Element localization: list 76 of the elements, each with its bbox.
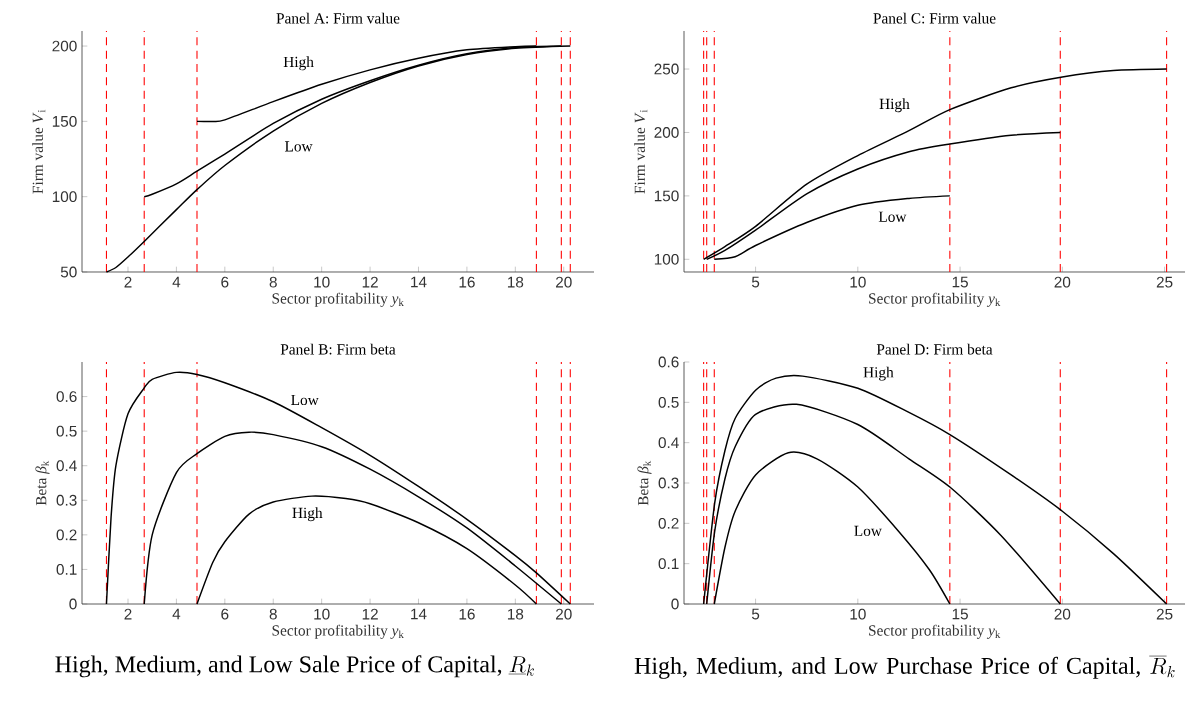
x-tick-label: 16 bbox=[459, 608, 475, 620]
y-tick-label: 0.2 bbox=[56, 529, 77, 541]
x-tick-label: 2 bbox=[124, 276, 132, 288]
annotation: High bbox=[283, 56, 314, 71]
x-tick-label: 6 bbox=[221, 276, 229, 288]
x-tick-label: 14 bbox=[411, 276, 427, 288]
x-tick-label: 18 bbox=[507, 608, 524, 620]
x-tick-label: 2 bbox=[124, 608, 132, 620]
y-tick-label: 200 bbox=[654, 127, 679, 138]
y-tick-label: 0.1 bbox=[658, 558, 679, 570]
x-tick-label: 16 bbox=[459, 276, 475, 288]
annotation: Low bbox=[284, 141, 313, 152]
chart-title: Panel D: Firm beta bbox=[876, 343, 993, 355]
y-tick-label: 100 bbox=[654, 253, 679, 265]
y-axis-title: Firm value V$_{i}$ bbox=[634, 109, 648, 194]
x-tick-label: 20 bbox=[1054, 608, 1071, 620]
x-tick-label: 4 bbox=[172, 276, 181, 288]
text: $\underline{R}_k$ bbox=[508, 656, 534, 676]
x-tick-label: 10 bbox=[314, 276, 330, 288]
x-tick-label: 18 bbox=[507, 276, 524, 288]
y-tick-label: 0.5 bbox=[56, 425, 77, 437]
x-axis-title: Sector profitability y$_{k}$ bbox=[272, 624, 404, 639]
annotation: Low bbox=[854, 525, 882, 537]
x-tick-label: 8 bbox=[269, 608, 277, 620]
x-tick-label: 10 bbox=[850, 608, 866, 620]
x-tick-label: 8 bbox=[269, 276, 277, 288]
x-tick-label: 12 bbox=[362, 608, 378, 620]
y-tick-label: 0.2 bbox=[658, 517, 679, 529]
y-tick-label: 150 bbox=[654, 190, 679, 202]
y-axis-title: Beta β$_{k}$ bbox=[35, 460, 50, 506]
x-axis-title: Sector profitability y$_{k}$ bbox=[272, 292, 404, 307]
x-tick-label: 10 bbox=[314, 608, 330, 620]
y-tick-label: 0.3 bbox=[658, 477, 679, 489]
y-axis-title: Firm value V$_{i}$ bbox=[32, 109, 46, 194]
annotation: High bbox=[292, 507, 323, 522]
x-tick-label: 15 bbox=[952, 608, 968, 620]
text: High, Medium, and Low Sale Price of Capital, bbox=[55, 655, 502, 678]
x-tick-label: 5 bbox=[751, 608, 760, 620]
y-tick-label: 0.1 bbox=[56, 564, 77, 575]
annotation: Low bbox=[878, 211, 907, 222]
x-tick-label: 6 bbox=[221, 608, 229, 620]
x-axis-title: Sector profitability y$_{k}$ bbox=[869, 292, 1001, 307]
y-tick-label: 50 bbox=[60, 266, 77, 278]
chart-title: Panel C: Firm value bbox=[873, 12, 996, 24]
y-tick-label: 0 bbox=[69, 598, 77, 610]
x-tick-label: 20 bbox=[555, 608, 572, 620]
chart-title: Panel B: Firm beta bbox=[280, 343, 396, 355]
x-tick-label: 25 bbox=[1156, 608, 1173, 620]
annotation: Low bbox=[291, 394, 319, 406]
x-tick-label: 12 bbox=[362, 276, 378, 288]
y-axis-title: Beta β$_{k}$ bbox=[637, 460, 652, 506]
x-tick-label: 10 bbox=[850, 276, 866, 288]
text: High, Medium, and Low Purchase Price of Capital, bbox=[634, 656, 1140, 679]
annotation: High bbox=[863, 366, 894, 381]
y-tick-label: 0.6 bbox=[658, 356, 679, 368]
x-tick-label: 20 bbox=[555, 276, 572, 288]
x-tick-label: 25 bbox=[1156, 276, 1173, 288]
y-tick-label: 0.5 bbox=[658, 396, 679, 408]
x-tick-label: 15 bbox=[952, 276, 968, 288]
y-tick-label: 0.4 bbox=[56, 460, 77, 472]
y-tick-label: 0 bbox=[671, 598, 679, 610]
text: $\overline{R}_k$ bbox=[1149, 656, 1175, 678]
y-tick-label: 0.6 bbox=[56, 391, 77, 402]
x-tick-label: 5 bbox=[751, 276, 760, 288]
annotation: High bbox=[879, 98, 910, 113]
x-tick-label: 14 bbox=[411, 608, 427, 620]
x-axis-title: Sector profitability y$_{k}$ bbox=[869, 624, 1001, 639]
y-tick-label: 150 bbox=[52, 115, 77, 127]
y-tick-label: 100 bbox=[52, 191, 77, 203]
y-tick-label: 250 bbox=[654, 63, 679, 75]
y-tick-label: 0.3 bbox=[56, 494, 77, 506]
y-tick-label: 200 bbox=[52, 40, 77, 52]
x-tick-label: 4 bbox=[172, 608, 181, 620]
y-tick-label: 0.4 bbox=[658, 437, 679, 449]
chart-title: Panel A: Firm value bbox=[276, 12, 400, 24]
x-tick-label: 20 bbox=[1054, 276, 1071, 288]
